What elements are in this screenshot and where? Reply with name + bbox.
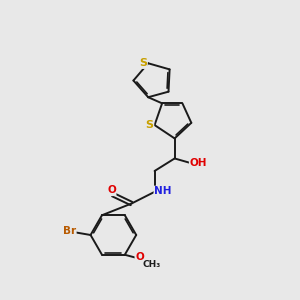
Text: S: S bbox=[146, 120, 154, 130]
Text: OH: OH bbox=[190, 158, 207, 168]
Text: CH₃: CH₃ bbox=[143, 260, 161, 269]
Text: NH: NH bbox=[154, 186, 172, 196]
Text: O: O bbox=[135, 252, 144, 262]
Text: Br: Br bbox=[63, 226, 76, 236]
Text: O: O bbox=[107, 185, 116, 196]
Text: S: S bbox=[139, 58, 147, 68]
